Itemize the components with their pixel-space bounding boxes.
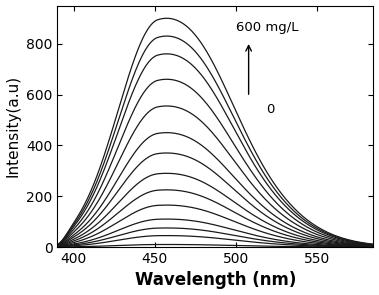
X-axis label: Wavelength (nm): Wavelength (nm) [135,271,296,289]
Text: 600 mg/L: 600 mg/L [236,21,298,34]
Text: 0: 0 [266,104,275,117]
Y-axis label: Intensity(a.u): Intensity(a.u) [6,75,20,177]
